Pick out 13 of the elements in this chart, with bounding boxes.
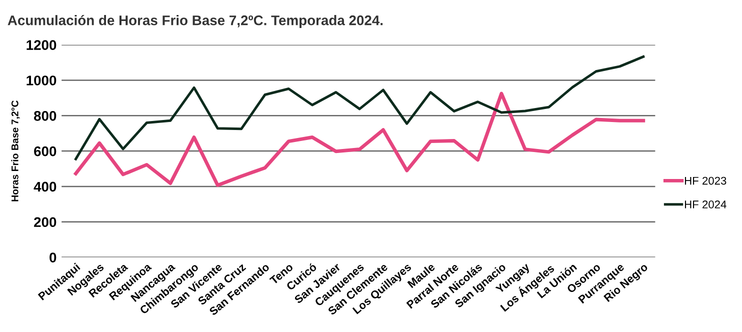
legend-label: HF 2023 xyxy=(684,176,726,185)
y-tick-label: 400 xyxy=(34,182,56,192)
legend-label: HF 2024 xyxy=(684,200,726,208)
y-tick-label: 600 xyxy=(34,146,56,156)
y-axis-title: Horas Frio Base 7,2°C xyxy=(11,100,20,202)
line-series xyxy=(74,55,645,160)
y-tick-label: 0 xyxy=(50,252,56,262)
line-series xyxy=(74,92,646,187)
y-tick-label: 1200 xyxy=(26,40,56,50)
y-tick-label: 200 xyxy=(34,217,56,228)
chart-title: Acumulación de Horas Frio Base 7,2ºC. Temporada 2024. xyxy=(8,14,383,28)
y-tick-label: 1000 xyxy=(26,76,56,86)
y-tick-label: 800 xyxy=(34,110,56,121)
